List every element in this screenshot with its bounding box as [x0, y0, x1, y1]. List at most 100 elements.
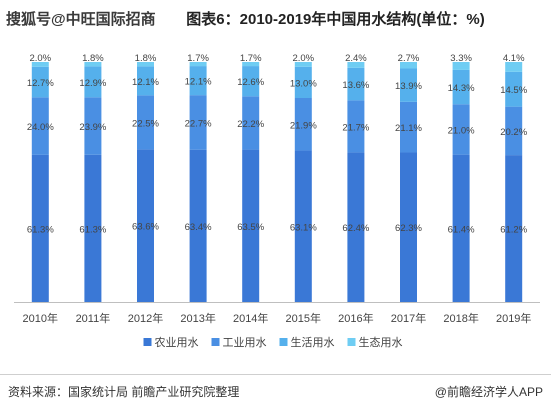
data-label: 12.7%	[27, 78, 54, 89]
bar-segment	[452, 154, 470, 302]
data-label: 14.3%	[448, 83, 475, 94]
x-tick-label: 2014年	[233, 311, 268, 325]
data-label: 63.6%	[132, 222, 159, 233]
bar-segment	[31, 62, 49, 67]
bar-segment	[347, 62, 365, 68]
bar-segment	[347, 100, 365, 153]
data-label: 61.2%	[500, 225, 527, 236]
bar-segment	[400, 68, 417, 102]
bar-segment	[84, 154, 102, 302]
data-label: 61.3%	[27, 224, 54, 235]
data-label: 2.0%	[292, 53, 314, 64]
data-label: 22.2%	[237, 119, 264, 130]
data-label: 2.7%	[398, 53, 420, 64]
data-label: 2.4%	[345, 53, 367, 64]
legend-label: 工业用水	[223, 336, 267, 349]
bar-segment	[347, 152, 365, 302]
bar-segment	[84, 97, 102, 155]
data-label: 63.4%	[185, 222, 212, 233]
bar-segment	[347, 67, 365, 101]
brand-text: @前瞻经济学人APP	[434, 385, 543, 399]
legend-label: 生活用水	[291, 335, 335, 349]
chart-title: 图表6：2010-2019年中国用水结构(单位：%)	[0, 8, 551, 29]
data-label: 1.7%	[240, 53, 262, 64]
bar-segment	[31, 66, 49, 98]
legend-swatch	[347, 338, 356, 346]
data-label: 62.3%	[395, 223, 422, 234]
x-tick-label: 2012年	[128, 311, 163, 325]
x-tick-label: 2013年	[180, 311, 215, 325]
data-label: 63.1%	[290, 222, 317, 233]
bar-segment	[84, 62, 102, 67]
data-label: 21.9%	[290, 120, 317, 131]
x-tick-label: 2019年	[496, 311, 531, 325]
data-label: 20.2%	[500, 127, 527, 138]
x-tick-label: 2017年	[391, 311, 426, 325]
x-tick-label: 2011年	[76, 311, 111, 325]
data-label: 61.4%	[448, 224, 475, 235]
bar-segment	[452, 104, 470, 155]
bar-segment	[294, 62, 312, 67]
data-label: 13.9%	[395, 81, 422, 92]
legend-label: 农业用水	[155, 335, 199, 349]
bar-segment	[505, 62, 523, 72]
data-label: 22.7%	[185, 118, 212, 129]
bar-segment	[400, 152, 417, 302]
x-tick-label: 2018年	[443, 311, 478, 325]
data-label: 2.0%	[29, 53, 51, 64]
bar-segment	[294, 98, 312, 151]
bar-segment	[242, 96, 260, 150]
chart-title-text: 图表6：2010-2019年中国用水结构(单位：%)	[186, 11, 485, 28]
bar-segment	[137, 149, 154, 302]
bar-segment	[189, 95, 207, 150]
data-label: 12.1%	[185, 77, 212, 88]
data-label: 13.0%	[290, 78, 317, 89]
data-label: 61.3%	[79, 224, 106, 235]
bar-segment	[242, 149, 260, 302]
bar-segment	[505, 106, 523, 156]
bar-segment	[242, 66, 260, 97]
data-label: 21.7%	[342, 122, 369, 133]
data-label: 21.1%	[395, 123, 422, 134]
data-label: 12.9%	[79, 78, 106, 89]
data-label: 13.6%	[342, 80, 369, 91]
bar-segment	[400, 101, 417, 153]
legend-swatch	[211, 338, 220, 346]
bar-segment	[242, 62, 260, 67]
bar-segment	[189, 62, 207, 67]
data-label: 12.1%	[132, 77, 159, 88]
data-label: 1.8%	[135, 53, 157, 64]
data-label: 63.5%	[237, 222, 264, 233]
bar-segment	[400, 62, 417, 69]
data-label: 14.5%	[500, 85, 527, 96]
data-label: 22.5%	[132, 118, 159, 129]
bar-segment	[294, 66, 312, 98]
data-label: 4.1%	[503, 53, 525, 64]
bar-segment	[505, 155, 523, 302]
bar-segment	[452, 62, 470, 70]
bar-segment	[84, 66, 102, 98]
data-label: 1.7%	[187, 53, 209, 64]
bar-segment	[452, 69, 470, 105]
data-label: 3.3%	[450, 53, 472, 64]
bar-segment	[31, 97, 49, 155]
stacked-bar-chart: 61.3% 24.0% 12.7% 2.0% 2010年 61.3% 23.9% 12.9% 1…	[14, 53, 540, 349]
legend-label: 生态用水	[359, 335, 403, 349]
x-tick-label: 2010年	[23, 311, 58, 325]
bar-segment	[137, 66, 154, 96]
watermark-text: 搜狐号@中旺国际招商	[6, 11, 156, 28]
footer: 资料来源：国家统计局 前瞻产业研究院整理 @前瞻经济学人APP	[0, 374, 551, 408]
legend-swatch	[279, 338, 288, 346]
bar-segment	[137, 95, 154, 150]
x-tick-label: 2016年	[338, 311, 373, 325]
data-label: 1.8%	[82, 53, 104, 64]
data-label: 23.9%	[79, 122, 106, 133]
data-label: 62.4%	[342, 223, 369, 234]
bar-segment	[31, 154, 49, 302]
source-text: 资料来源：国家统计局 前瞻产业研究院整理	[8, 385, 240, 399]
bar-segment	[294, 150, 312, 302]
legend-swatch	[143, 338, 152, 346]
bar-segment	[189, 66, 207, 96]
bar-segment	[137, 62, 154, 67]
data-label: 21.0%	[448, 125, 475, 136]
